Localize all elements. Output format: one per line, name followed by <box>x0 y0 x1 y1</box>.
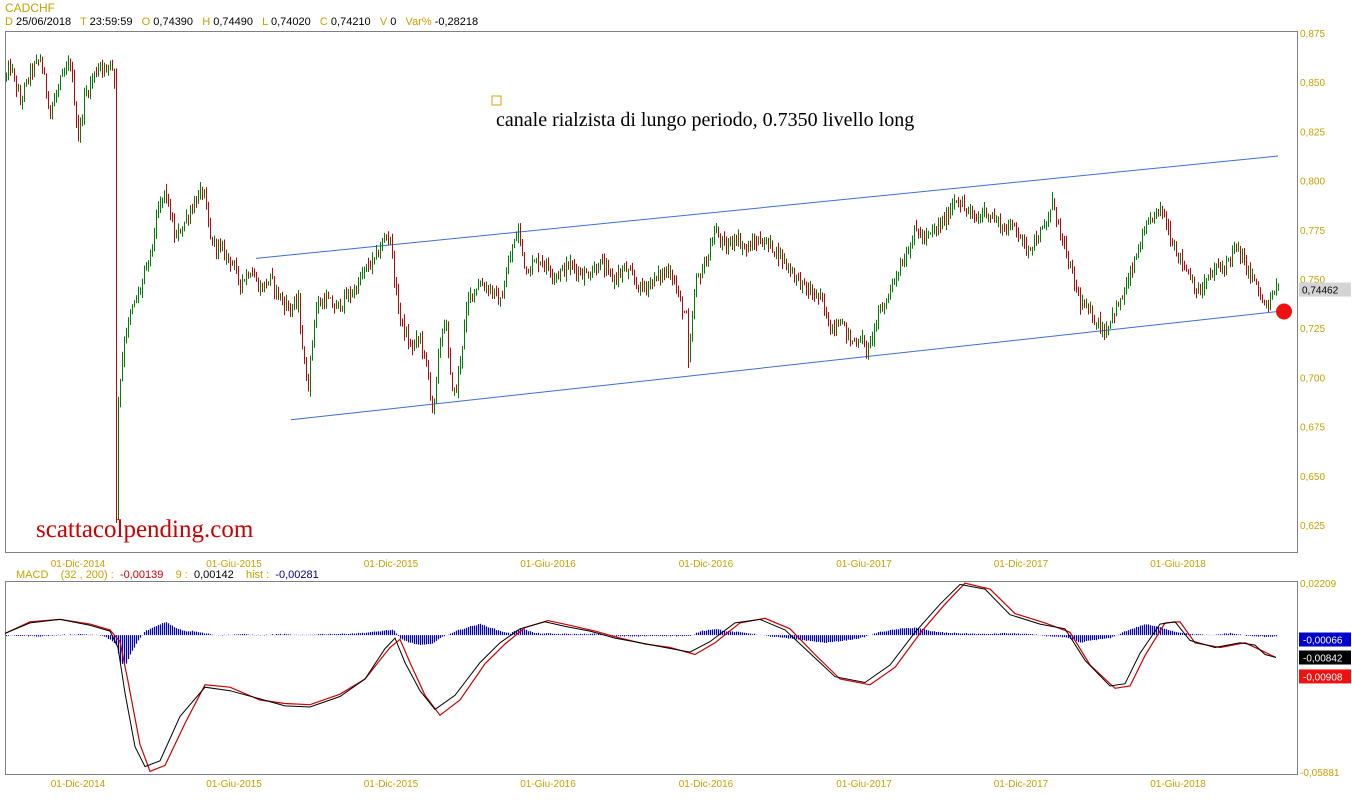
macd-params: (32 , 200) : <box>60 569 114 581</box>
close-label: C <box>319 16 328 28</box>
watermark-text: scattacolpending.com <box>36 516 254 543</box>
price-y-tick-label: 0,675 <box>1300 423 1325 434</box>
date-value: 25/06/2018 <box>16 16 72 28</box>
hist-label: hist : <box>245 569 270 581</box>
target-marker <box>1276 303 1292 320</box>
channel-lower-line <box>290 310 1279 421</box>
last-price-box <box>1299 282 1351 297</box>
price-y-tick-label: 0,825 <box>1300 127 1325 138</box>
price-y-tick-label: 0,875 <box>1300 29 1325 40</box>
macd-value-box <box>1299 650 1351 665</box>
price-panel-frame <box>5 31 1298 553</box>
price-x-tick-label: 01-Giu-2016 <box>520 559 576 570</box>
macd-x-tick-label: 01-Dic-2015 <box>364 779 419 790</box>
time-label: T <box>80 16 87 28</box>
close-value: 0,74210 <box>330 16 371 28</box>
low-label: L <box>262 16 268 28</box>
macd-panel-frame <box>5 581 1298 775</box>
annotation-text: canale rialzista di lungo periodo, 0.735… <box>496 109 914 131</box>
price-y-tick-label: 0,750 <box>1300 275 1325 286</box>
price-y-tick-label: 0,700 <box>1300 373 1325 384</box>
price-y-tick-label: 0,625 <box>1300 521 1325 532</box>
price-y-tick-label: 0,650 <box>1300 472 1325 483</box>
hist-value-box-label: -0,00066 <box>1303 636 1343 647</box>
macd-main-line <box>4 583 1277 768</box>
price-x-tick-label: 01-Dic-2017 <box>994 559 1049 570</box>
volume-label: V <box>379 16 388 28</box>
ohlc-readout: D 25/06/2018 T 23:59:59 O 0,74390 H 0,74… <box>5 16 478 28</box>
high-value: 0,74490 <box>213 16 253 28</box>
price-y-tick-label: 0,775 <box>1300 226 1325 237</box>
open-label: O <box>141 16 151 28</box>
macd-signal-line <box>4 582 1277 773</box>
macd-x-tick-label: 01-Giu-2018 <box>1150 779 1206 790</box>
macd-y-tick-label: -0,05881 <box>1300 768 1340 779</box>
macd-x-tick-label: 01-Dic-2017 <box>994 779 1049 790</box>
macd-x-tick-label: 01-Dic-2014 <box>51 779 106 790</box>
signal-value-box <box>1299 669 1351 684</box>
hist-value: -0,00281 <box>275 569 319 581</box>
var-label: Var% <box>405 16 432 28</box>
signal-value-box-label: -0,00908 <box>1303 672 1343 683</box>
macd-name: MACD <box>16 569 49 581</box>
var-value: -0,28218 <box>434 16 479 28</box>
price-x-tick-label: 01-Giu-2018 <box>1150 559 1206 570</box>
time-value: 23:59:59 <box>89 16 133 28</box>
macd-x-tick-label: 01-Giu-2015 <box>206 779 262 790</box>
price-x-tick-label: 01-Dic-2014 <box>51 559 106 570</box>
high-label: H <box>202 16 211 28</box>
signal-value: 0,00142 <box>193 569 234 581</box>
date-label: D <box>5 16 13 28</box>
price-x-tick-label: 01-Dic-2016 <box>679 559 734 570</box>
price-y-tick-label: 0,725 <box>1300 324 1325 335</box>
hist-value-box <box>1299 632 1351 647</box>
annotation-anchor-box <box>491 95 502 106</box>
channel-upper-line <box>255 155 1279 259</box>
last-price-label: 0,74462 <box>1302 286 1339 297</box>
open-value: 0,74390 <box>153 16 194 28</box>
signal-label: 9 : <box>175 569 188 581</box>
low-value: 0,74020 <box>270 16 311 28</box>
price-x-tick-label: 01-Dic-2015 <box>364 559 419 570</box>
macd-x-tick-label: 01-Dic-2016 <box>679 779 734 790</box>
macd-y-tick-label: 0,02209 <box>1300 579 1337 590</box>
price-x-tick-label: 01-Giu-2015 <box>206 559 262 570</box>
price-x-tick-label: 01-Giu-2017 <box>836 559 892 570</box>
macd-x-tick-label: 01-Giu-2017 <box>836 779 892 790</box>
price-y-tick-label: 0,800 <box>1300 177 1325 188</box>
macd-readout: MACD (32 , 200) : -0,00139 9 : 0,00142 h… <box>16 569 319 581</box>
macd-x-tick-label: 01-Giu-2016 <box>520 779 576 790</box>
price-y-tick-label: 0,850 <box>1300 78 1325 89</box>
macd-value-box-label: -0,00842 <box>1303 654 1343 665</box>
volume-value: 0 <box>390 16 397 28</box>
symbol-title: CADCHF <box>5 1 55 15</box>
macd-value: -0,00139 <box>119 569 164 581</box>
